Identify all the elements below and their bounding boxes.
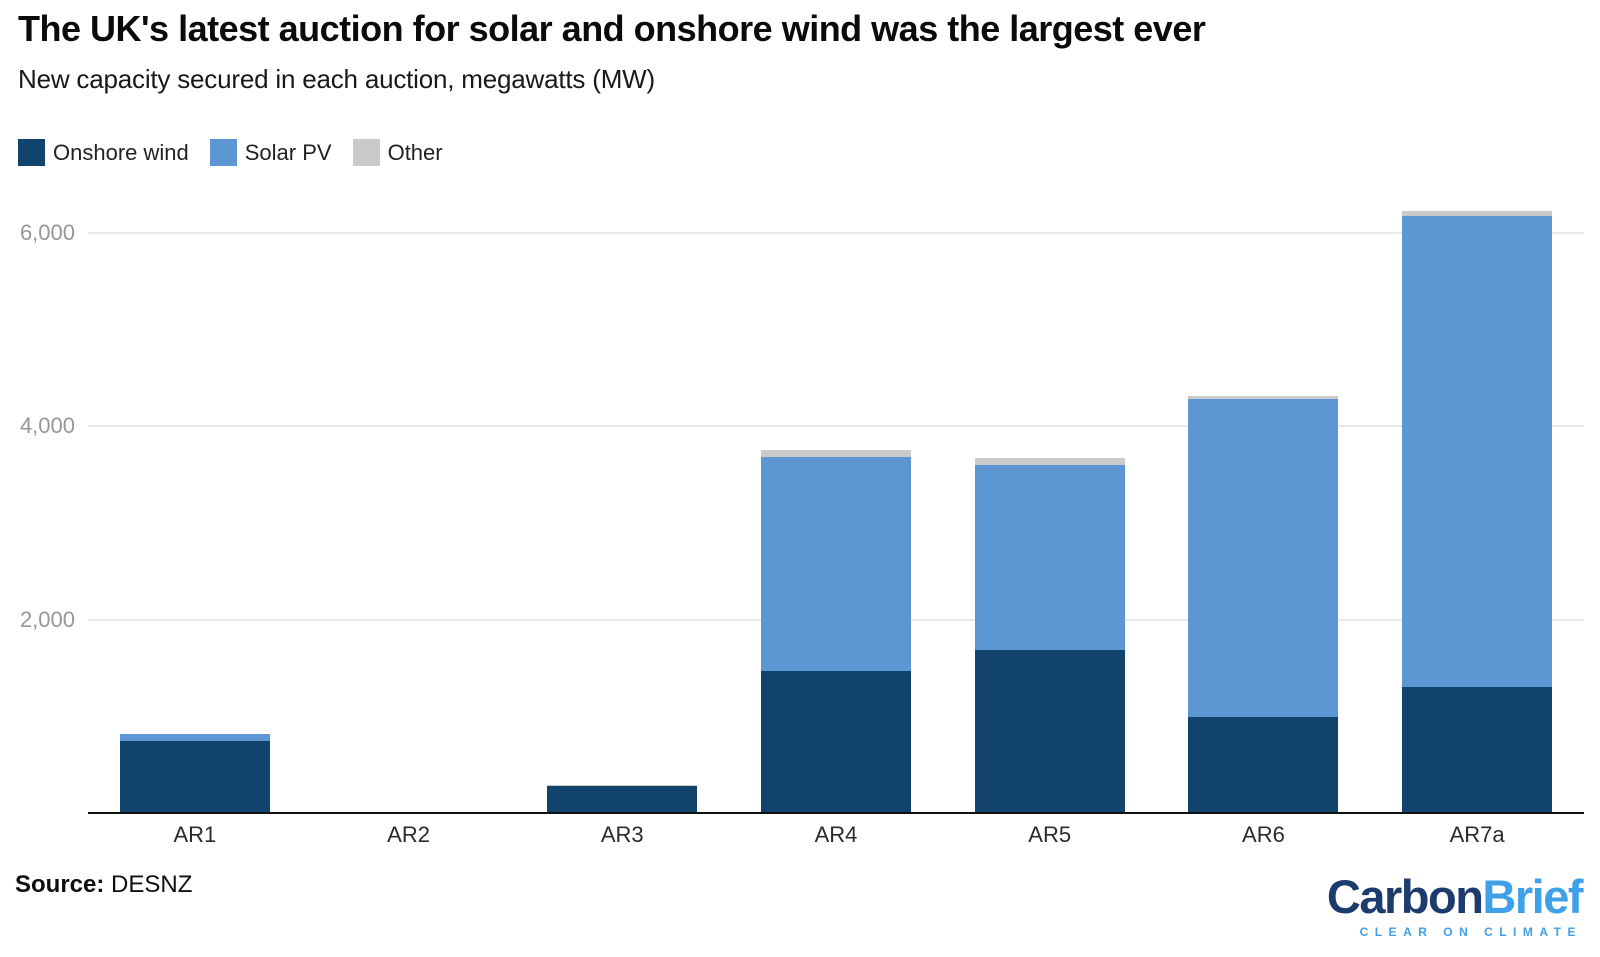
x-tick-label-AR1: AR1 [173,822,217,847]
x-tick-label-AR4: AR4 [814,822,858,847]
bar-AR6-other [1188,396,1339,400]
logo-brief: Brief [1482,870,1583,923]
gridline-4000 [88,425,1584,428]
x-tick-label-AR2: AR2 [387,822,430,847]
logo-carbon: Carbon [1326,870,1484,923]
bar-AR1-onshore-wind [119,740,270,813]
bar-AR4-other [761,449,911,458]
legend-item-onshore-wind: Onshore wind [18,139,189,166]
legend-label: Other [387,139,443,165]
source-line: Source: DESNZ [15,871,192,899]
chart-title: The UK's latest auction for solar and on… [18,8,1206,49]
chart-legend: Onshore wind Solar PV Other [18,139,443,166]
legend-swatch [18,139,45,166]
bar-AR5-other [974,457,1125,465]
legend-item-solar-pv: Solar PV [209,139,332,166]
legend-swatch [352,139,380,166]
x-tick-label-AR5: AR5 [1028,822,1072,847]
x-axis-line [88,812,1584,814]
bar-AR5-onshore-wind [974,649,1125,813]
legend-label: Onshore wind [53,139,189,165]
legend-label: Solar PV [244,139,332,165]
y-tick-label: 6,000 [19,220,75,246]
gridline-6000 [88,232,1584,235]
source-label: Source: [15,871,105,898]
carbonbrief-logo: CarbonBrief CLEAR ON CLIMATE [1326,870,1584,939]
chart-subtitle: New capacity secured in each auction, me… [18,64,655,94]
bar-AR7a-other [1402,211,1553,216]
bar-AR6-onshore-wind [1188,717,1339,813]
bar-AR7a-onshore-wind [1402,687,1553,813]
bar-AR6-solar-pv [1188,399,1339,718]
source-value: DESNZ [111,871,193,898]
x-tick-label-AR6: AR6 [1242,822,1285,847]
bar-AR3-other [547,784,698,787]
carbonbrief-wordmark: CarbonBrief [1326,870,1584,923]
legend-swatch [209,139,237,166]
bar-AR4-onshore-wind [761,670,911,813]
logo-tagline: CLEAR ON CLIMATE [1359,925,1582,939]
x-tick-label-AR3: AR3 [600,822,644,847]
y-tick-label: 4,000 [19,413,75,439]
bar-AR4-solar-pv [761,457,911,671]
legend-item-other: Other [352,139,443,166]
bar-AR5-solar-pv [974,464,1125,650]
bar-AR1-solar-pv [119,733,270,741]
y-tick-label: 2,000 [19,606,75,632]
bar-AR7a-solar-pv [1402,215,1553,688]
x-tick-label-AR7a: AR7a [1449,822,1505,847]
bar-AR3-onshore-wind [547,786,698,813]
